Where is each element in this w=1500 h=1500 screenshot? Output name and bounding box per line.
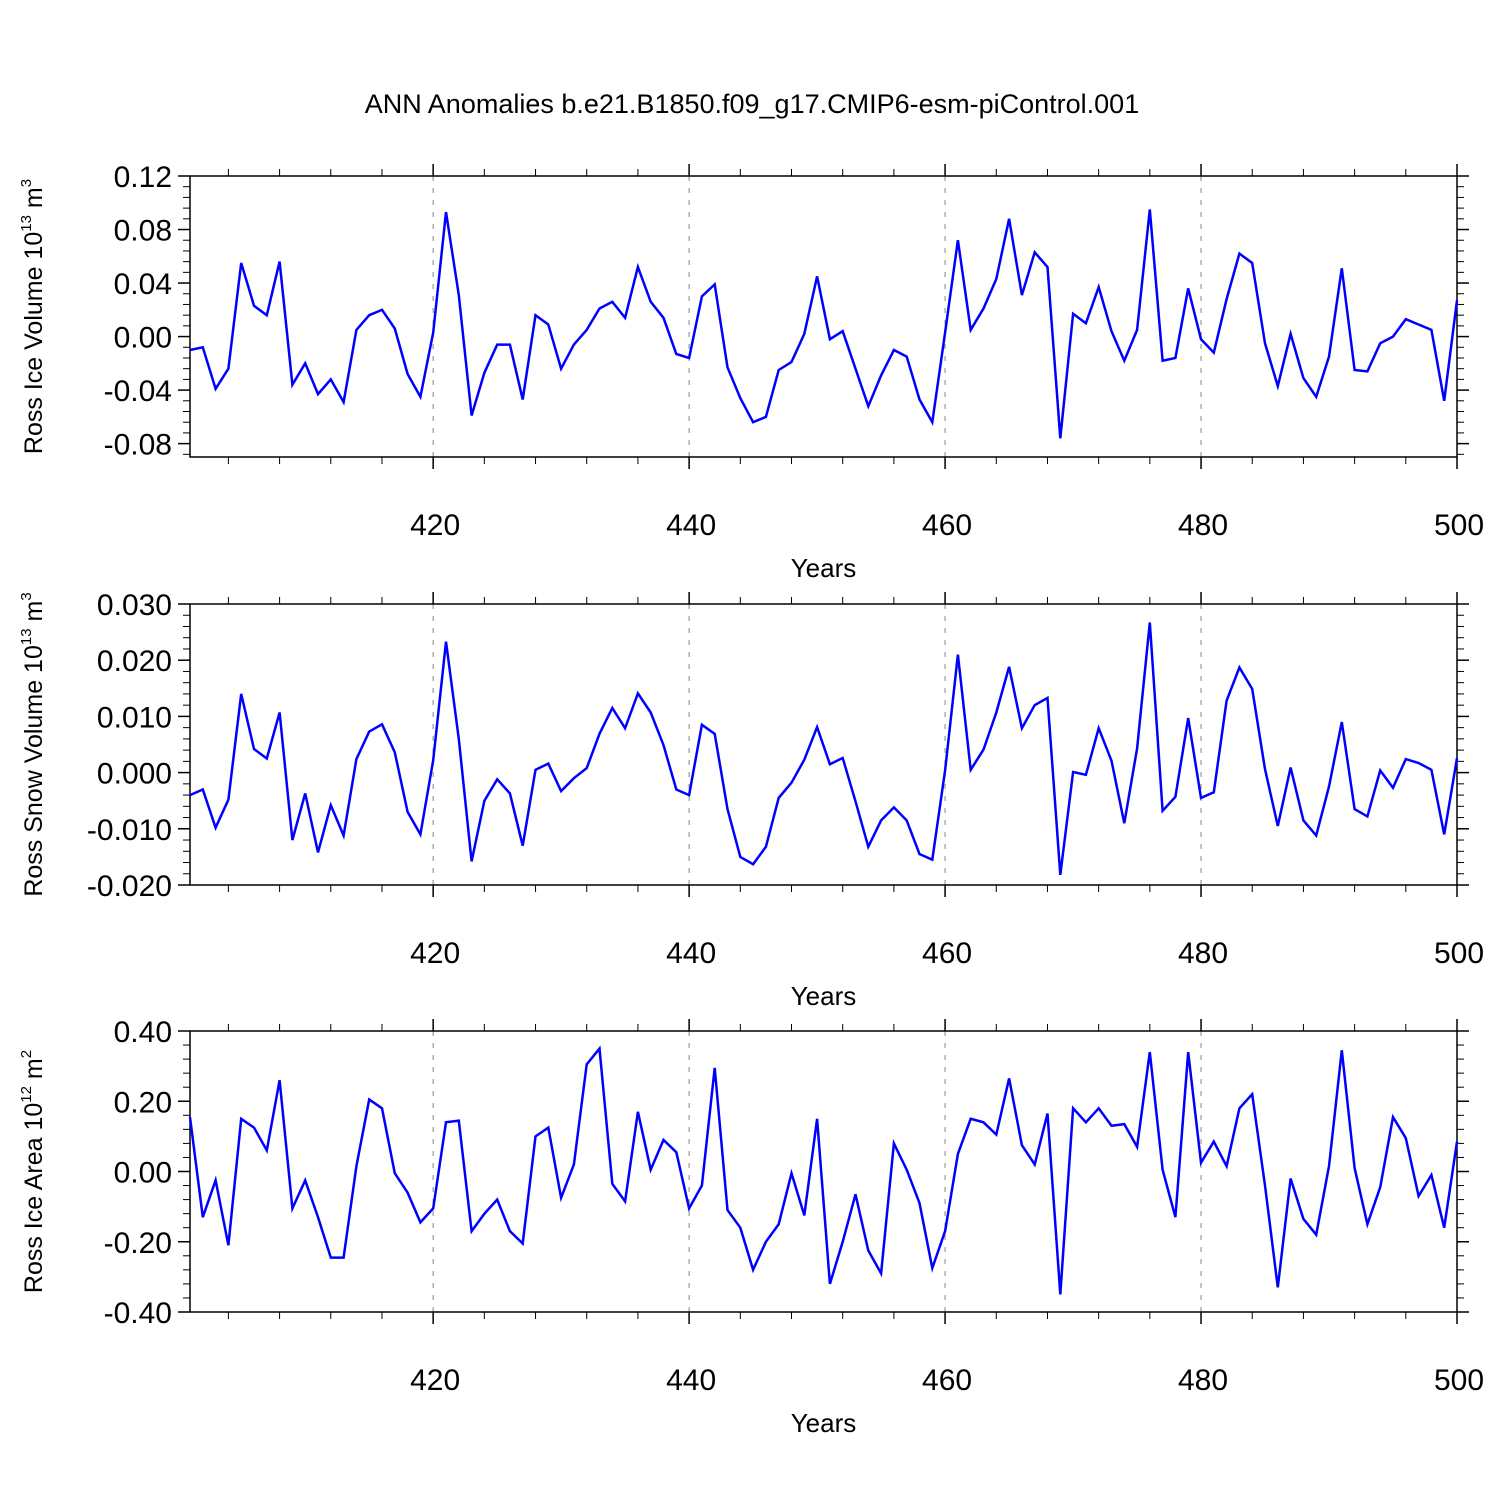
- snow-volume-y-tick-label: 0.020: [97, 645, 172, 678]
- snow-volume-ticks: [178, 592, 1469, 897]
- snow-volume-y-tick-label: -0.020: [87, 870, 172, 903]
- ice-volume-y-tick-label: 0.00: [114, 322, 172, 355]
- ice-volume-panel: 0.12 0.08 0.04 0.00 -0.04 -0.08 420 440 460 480 5…: [18, 161, 1484, 583]
- snow-volume-y-tick-labels: 0.030 0.020 0.010 0.000 -0.010 -0.020: [87, 589, 172, 903]
- snow-volume-y-axis-label: Ross Snow Volume 1013 m3: [18, 592, 48, 896]
- snow-volume-y-tick-label: 0.030: [97, 589, 172, 622]
- ice-area-y-tick-label: -0.40: [104, 1297, 172, 1330]
- snow-volume-x-tick-labels: 420 440 460 480 500: [410, 937, 1484, 970]
- ice-volume-y-tick-label: -0.04: [104, 375, 172, 408]
- ice-area-y-tick-label: -0.20: [104, 1227, 172, 1260]
- ice-volume-y-tick-label: -0.08: [104, 429, 172, 462]
- ice-area-plot-frame: [189, 1030, 1458, 1313]
- ice-volume-x-tick-labels: 420 440 460 480 500: [410, 509, 1484, 542]
- ice-volume-x-tick-label: 420: [410, 509, 460, 542]
- ice-volume-series: [189, 209, 1459, 439]
- ice-volume-x-tick-label: 500: [1434, 509, 1484, 542]
- figure-title: ANN Anomalies b.e21.B1850.f09_g17.CMIP6-…: [365, 89, 1139, 119]
- ice-area-x-axis-label: Years: [791, 1408, 857, 1438]
- snow-volume-y-tick-label: 0.000: [97, 758, 172, 791]
- snow-volume-plot-frame: [189, 603, 1458, 886]
- ice-volume-y-tick-label: 0.08: [114, 215, 172, 248]
- ice-area-y-tick-labels: 0.40 0.20 0.00 -0.20 -0.40: [104, 1016, 172, 1330]
- snow-volume-x-tick-label: 460: [922, 937, 972, 970]
- snow-volume-x-tick-label: 480: [1178, 937, 1228, 970]
- ice-area-y-tick-label: 0.00: [114, 1157, 172, 1190]
- snow-volume-y-tick-label: -0.010: [87, 814, 172, 847]
- ice-area-x-tick-label: 460: [922, 1364, 972, 1397]
- snow-volume-grid: [432, 604, 1202, 885]
- ice-area-grid: [432, 1031, 1202, 1312]
- ice-volume-ticks: [178, 164, 1469, 469]
- ice-area-series-line: [188, 1045, 1459, 1295]
- ice-volume-y-tick-labels: 0.12 0.08 0.04 0.00 -0.04 -0.08: [104, 161, 172, 462]
- snow-volume-series-line: [189, 622, 1459, 876]
- ice-area-series: [188, 1045, 1459, 1295]
- ice-area-x-tick-label: 440: [666, 1364, 716, 1397]
- ice-area-y-tick-label: 0.20: [114, 1086, 172, 1119]
- snow-volume-x-tick-label: 420: [410, 937, 460, 970]
- ice-volume-x-tick-label: 480: [1178, 509, 1228, 542]
- ice-volume-x-axis-label: Years: [791, 553, 857, 583]
- ice-area-x-tick-label: 480: [1178, 1364, 1228, 1397]
- ice-volume-plot-frame: [189, 175, 1458, 458]
- snow-volume-x-tick-label: 500: [1434, 937, 1484, 970]
- ice-volume-series-line: [189, 209, 1459, 439]
- ice-area-ticks: [178, 1019, 1469, 1324]
- ice-area-x-tick-labels: 420 440 460 480 500: [410, 1364, 1484, 1397]
- snow-volume-series: [189, 622, 1459, 876]
- ice-area-y-tick-label: 0.40: [114, 1016, 172, 1049]
- ice-volume-grid: [432, 176, 1202, 457]
- ice-volume-y-tick-label: 0.12: [114, 161, 172, 194]
- ice-area-panel: 0.40 0.20 0.00 -0.20 -0.40 420 440 460 480 500 Y…: [18, 1016, 1484, 1438]
- ice-volume-x-tick-label: 440: [666, 509, 716, 542]
- ice-area-x-tick-label: 500: [1434, 1364, 1484, 1397]
- ice-area-y-axis-label: Ross Ice Area 1012 m2: [18, 1050, 48, 1293]
- ice-volume-x-tick-label: 460: [922, 509, 972, 542]
- ice-area-x-tick-label: 420: [410, 1364, 460, 1397]
- snow-volume-x-tick-label: 440: [666, 937, 716, 970]
- snow-volume-y-tick-label: 0.010: [97, 701, 172, 734]
- snow-volume-x-axis-label: Years: [791, 981, 857, 1011]
- ice-volume-y-tick-label: 0.04: [114, 268, 172, 301]
- ice-volume-y-axis-label: Ross Ice Volume 1013 m3: [18, 179, 48, 454]
